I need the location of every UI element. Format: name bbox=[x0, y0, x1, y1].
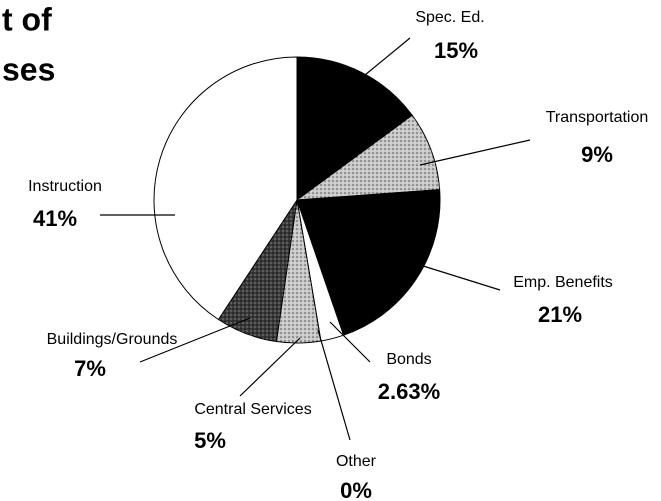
slice-texture bbox=[276, 200, 321, 344]
slice-label: Spec. Ed. bbox=[415, 9, 484, 26]
value-label: 5% bbox=[194, 428, 226, 453]
chart-title: ses bbox=[2, 51, 55, 87]
slice-label: Emp. Benefits bbox=[513, 274, 613, 291]
slice-texture bbox=[297, 115, 440, 200]
leader-line bbox=[419, 264, 501, 291]
pie-slice bbox=[296, 189, 441, 336]
leader-line bbox=[317, 329, 351, 441]
value-label: 21% bbox=[538, 302, 582, 327]
leader-line bbox=[329, 321, 371, 363]
pie-slice bbox=[153, 56, 298, 321]
slice-label: Central Services bbox=[194, 401, 311, 418]
leader-line bbox=[239, 337, 301, 397]
leader-line bbox=[139, 317, 251, 363]
slice-label: Instruction bbox=[28, 178, 102, 195]
leader-line bbox=[364, 37, 411, 76]
value-label: 41% bbox=[33, 206, 77, 231]
slice-label: Transportation bbox=[546, 109, 649, 126]
value-label: 0% bbox=[340, 478, 372, 501]
value-label: 15% bbox=[434, 38, 478, 63]
slice-label: Bonds bbox=[386, 351, 431, 368]
chart-title: t of bbox=[2, 1, 52, 37]
slice-texture bbox=[218, 200, 297, 342]
value-label: 7% bbox=[74, 356, 106, 381]
value-label: 9% bbox=[581, 142, 613, 167]
leader-line bbox=[419, 139, 531, 166]
value-label: 2.63% bbox=[378, 379, 440, 404]
slice-label: Buildings/Grounds bbox=[47, 331, 178, 348]
slice-label: Other bbox=[336, 453, 377, 470]
pie-slice bbox=[296, 56, 413, 201]
